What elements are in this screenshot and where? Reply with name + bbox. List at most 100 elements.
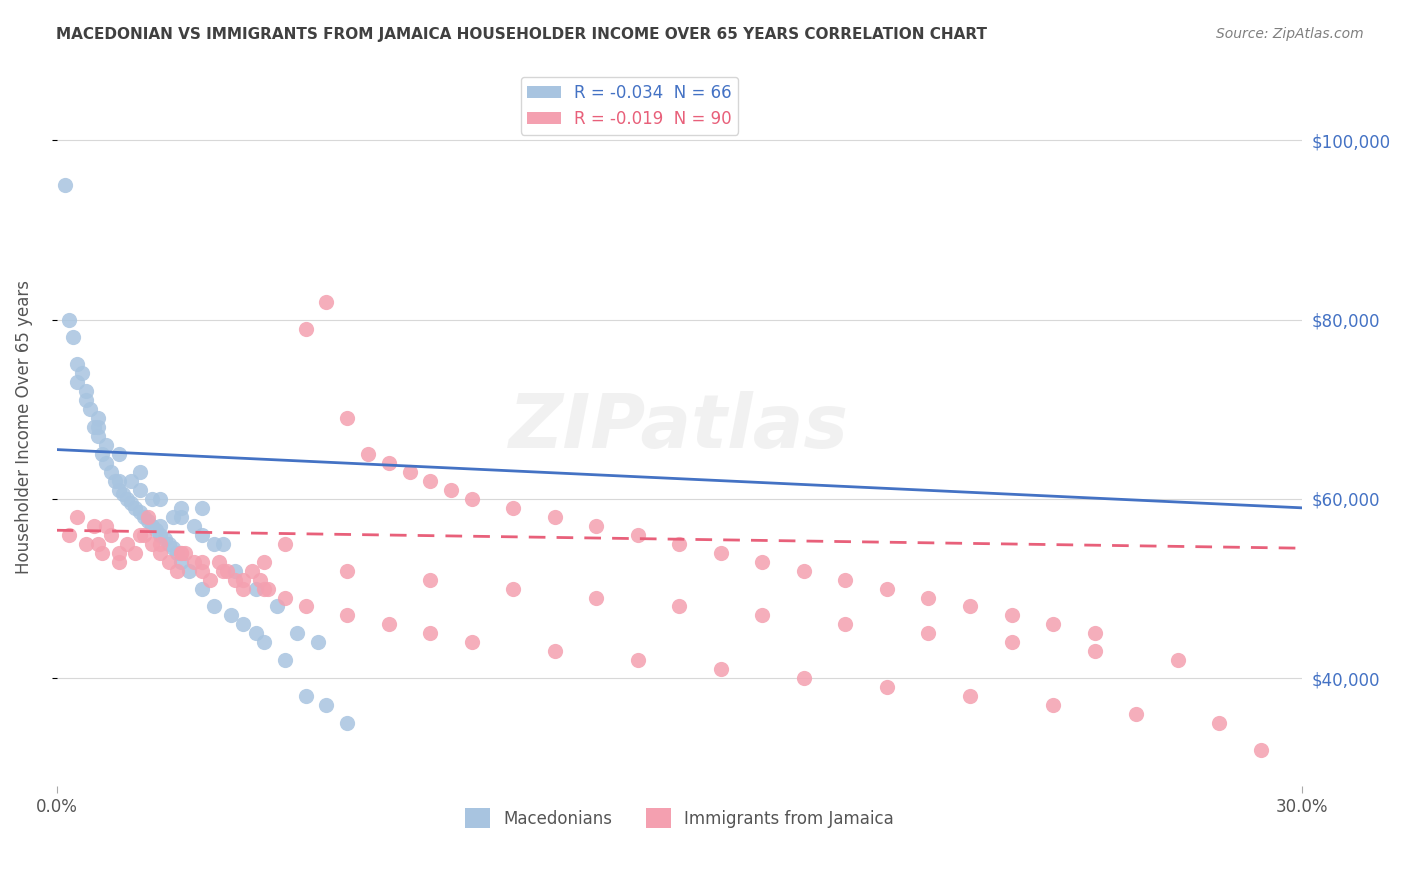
Point <box>170 546 193 560</box>
Point <box>149 491 172 506</box>
Point <box>440 483 463 497</box>
Point <box>108 555 131 569</box>
Point <box>585 518 607 533</box>
Point <box>257 582 280 596</box>
Point <box>544 509 567 524</box>
Point <box>398 465 420 479</box>
Point <box>128 505 150 519</box>
Point <box>751 608 773 623</box>
Point <box>544 644 567 658</box>
Point <box>124 546 146 560</box>
Point <box>66 376 89 390</box>
Point <box>274 537 297 551</box>
Point <box>224 573 246 587</box>
Text: Source: ZipAtlas.com: Source: ZipAtlas.com <box>1216 27 1364 41</box>
Point <box>100 527 122 541</box>
Point <box>253 582 276 596</box>
Point <box>75 384 97 399</box>
Point <box>120 496 142 510</box>
Point <box>211 537 233 551</box>
Point <box>132 527 155 541</box>
Point <box>157 555 180 569</box>
Point <box>170 500 193 515</box>
Point <box>294 689 316 703</box>
Point <box>585 591 607 605</box>
Point <box>70 367 93 381</box>
Point <box>62 330 84 344</box>
Point <box>153 533 176 547</box>
Point <box>108 483 131 497</box>
Point <box>315 294 337 309</box>
Point <box>627 653 650 667</box>
Point <box>128 483 150 497</box>
Point <box>377 617 399 632</box>
Point <box>191 582 214 596</box>
Point <box>834 617 856 632</box>
Point <box>166 564 188 578</box>
Point <box>58 312 80 326</box>
Point <box>141 518 163 533</box>
Point <box>87 429 110 443</box>
Point <box>793 564 815 578</box>
Point <box>87 537 110 551</box>
Point <box>53 178 76 192</box>
Text: ZIPatlas: ZIPatlas <box>509 391 849 464</box>
Point <box>128 527 150 541</box>
Point <box>120 474 142 488</box>
Point <box>793 671 815 685</box>
Point <box>87 420 110 434</box>
Point <box>245 582 267 596</box>
Point <box>959 599 981 614</box>
Point <box>419 573 441 587</box>
Point <box>219 608 242 623</box>
Point <box>66 358 89 372</box>
Point <box>108 474 131 488</box>
Point <box>710 662 733 676</box>
Point <box>87 411 110 425</box>
Point <box>141 491 163 506</box>
Point <box>274 591 297 605</box>
Point <box>100 465 122 479</box>
Point <box>157 537 180 551</box>
Point <box>315 698 337 712</box>
Point <box>66 509 89 524</box>
Point <box>419 626 441 640</box>
Point <box>834 573 856 587</box>
Point <box>58 527 80 541</box>
Point <box>115 537 138 551</box>
Point <box>253 635 276 649</box>
Point <box>149 527 172 541</box>
Point <box>162 509 184 524</box>
Point <box>75 537 97 551</box>
Point <box>274 653 297 667</box>
Point <box>104 474 127 488</box>
Point <box>1167 653 1189 667</box>
Point <box>627 527 650 541</box>
Point <box>202 599 225 614</box>
Point <box>136 509 159 524</box>
Point <box>149 537 172 551</box>
Point <box>183 555 205 569</box>
Point <box>96 456 118 470</box>
Point <box>357 447 380 461</box>
Point <box>202 537 225 551</box>
Point <box>1083 644 1105 658</box>
Point <box>108 447 131 461</box>
Point <box>91 546 114 560</box>
Point <box>668 599 690 614</box>
Point <box>336 564 359 578</box>
Y-axis label: Householder Income Over 65 years: Householder Income Over 65 years <box>15 280 32 574</box>
Point <box>191 564 214 578</box>
Point <box>200 573 222 587</box>
Point <box>96 518 118 533</box>
Point <box>917 626 939 640</box>
Legend: Macedonians, Immigrants from Jamaica: Macedonians, Immigrants from Jamaica <box>458 801 900 835</box>
Point <box>336 716 359 731</box>
Point <box>191 527 214 541</box>
Point <box>170 509 193 524</box>
Point <box>1208 716 1230 731</box>
Point <box>377 456 399 470</box>
Point <box>112 487 135 501</box>
Point <box>240 564 263 578</box>
Point <box>136 514 159 528</box>
